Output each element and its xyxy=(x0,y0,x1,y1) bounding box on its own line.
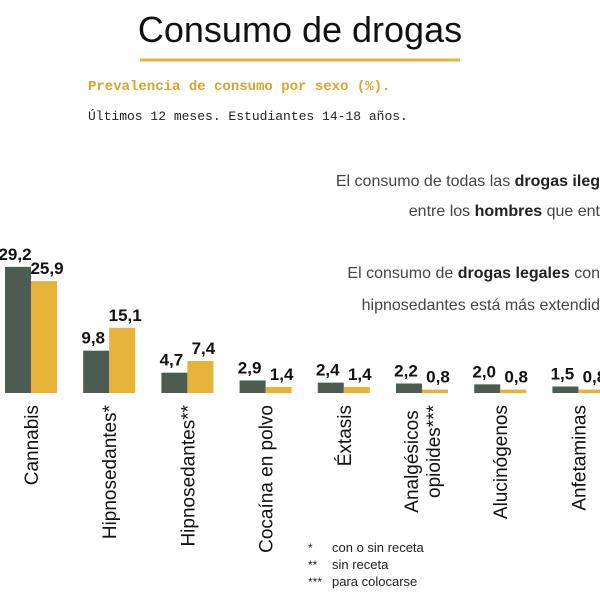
value-label: 2,2 xyxy=(394,361,418,380)
bar xyxy=(396,383,422,393)
footnote-mark: * xyxy=(308,541,313,555)
category-label: Hipnosedantes* xyxy=(100,404,121,539)
value-label: 1,5 xyxy=(551,365,575,384)
category-label: Cannabis xyxy=(22,405,43,485)
bar xyxy=(343,386,370,393)
subtitle: Prevalencia de consumo por sexo (%). xyxy=(88,79,390,95)
bar xyxy=(239,380,266,393)
bar xyxy=(265,386,292,393)
value-label: 0,8 xyxy=(504,368,528,387)
value-label: 2,4 xyxy=(316,361,340,380)
paragraph-line: El consumo de todas las drogas ileg xyxy=(336,173,600,190)
paragraph-segment: con xyxy=(570,265,600,282)
bar xyxy=(109,327,136,393)
bar xyxy=(474,384,501,393)
value-label: 1,4 xyxy=(348,365,372,384)
category-label: Anfetaminas xyxy=(569,405,590,511)
value-label: 7,4 xyxy=(192,339,216,358)
title: Consumo de drogas xyxy=(138,9,462,50)
footnote-mark: *** xyxy=(308,575,322,589)
paragraph-segment: drogas ileg xyxy=(515,173,600,190)
value-label: 0,8 xyxy=(426,368,450,387)
bar xyxy=(578,389,600,393)
category-label: Cocaína en polvo xyxy=(257,405,278,553)
paragraph-line: El consumo de drogas legales con xyxy=(347,265,600,282)
bar xyxy=(5,266,31,393)
paragraph-line: hipnosedantes está más extendid xyxy=(362,297,600,314)
category-label: Hipnosedantes** xyxy=(178,404,199,546)
bar xyxy=(161,372,188,393)
bar xyxy=(31,281,57,393)
value-label: 4,7 xyxy=(160,351,184,370)
paragraph-segment: drogas legales xyxy=(458,265,570,282)
paragraph-segment: que ent xyxy=(542,203,600,220)
value-label: 29,2 xyxy=(0,245,32,264)
bar xyxy=(500,389,527,393)
paragraph-segment: hombres xyxy=(475,203,543,220)
value-label: 15,1 xyxy=(109,306,142,325)
value-label: 0,8 xyxy=(583,368,600,387)
paragraph-segment: El consumo de todas las xyxy=(336,173,515,190)
bar xyxy=(83,350,110,393)
value-label: 2,9 xyxy=(238,358,262,377)
value-label: 2,0 xyxy=(472,362,496,381)
value-label: 9,8 xyxy=(81,329,105,348)
paragraph-segment: hipnosedantes está más extendid xyxy=(362,297,600,314)
paragraph-segment: El consumo de xyxy=(347,265,457,282)
bar xyxy=(552,386,579,393)
bar xyxy=(187,361,214,393)
bar xyxy=(422,389,448,393)
footnote-text: para colocarse xyxy=(332,574,417,589)
paragraph-segment: entre los xyxy=(409,203,475,220)
value-label: 1,4 xyxy=(270,365,294,384)
footnote-text: sin receta xyxy=(332,557,389,572)
category-label: Analgésicos opioides*** xyxy=(402,404,445,512)
footnote-mark: ** xyxy=(308,558,318,572)
value-label: 25,9 xyxy=(30,259,63,278)
note: Últimos 12 meses. Estudiantes 14-18 años… xyxy=(88,109,408,124)
category-label: Alucinógenos xyxy=(491,405,512,519)
paragraph-line: entre los hombres que ent xyxy=(409,203,600,220)
footnote-text: con o sin receta xyxy=(332,540,425,555)
bar xyxy=(317,382,344,393)
category-label: Éxtasis xyxy=(335,405,356,466)
